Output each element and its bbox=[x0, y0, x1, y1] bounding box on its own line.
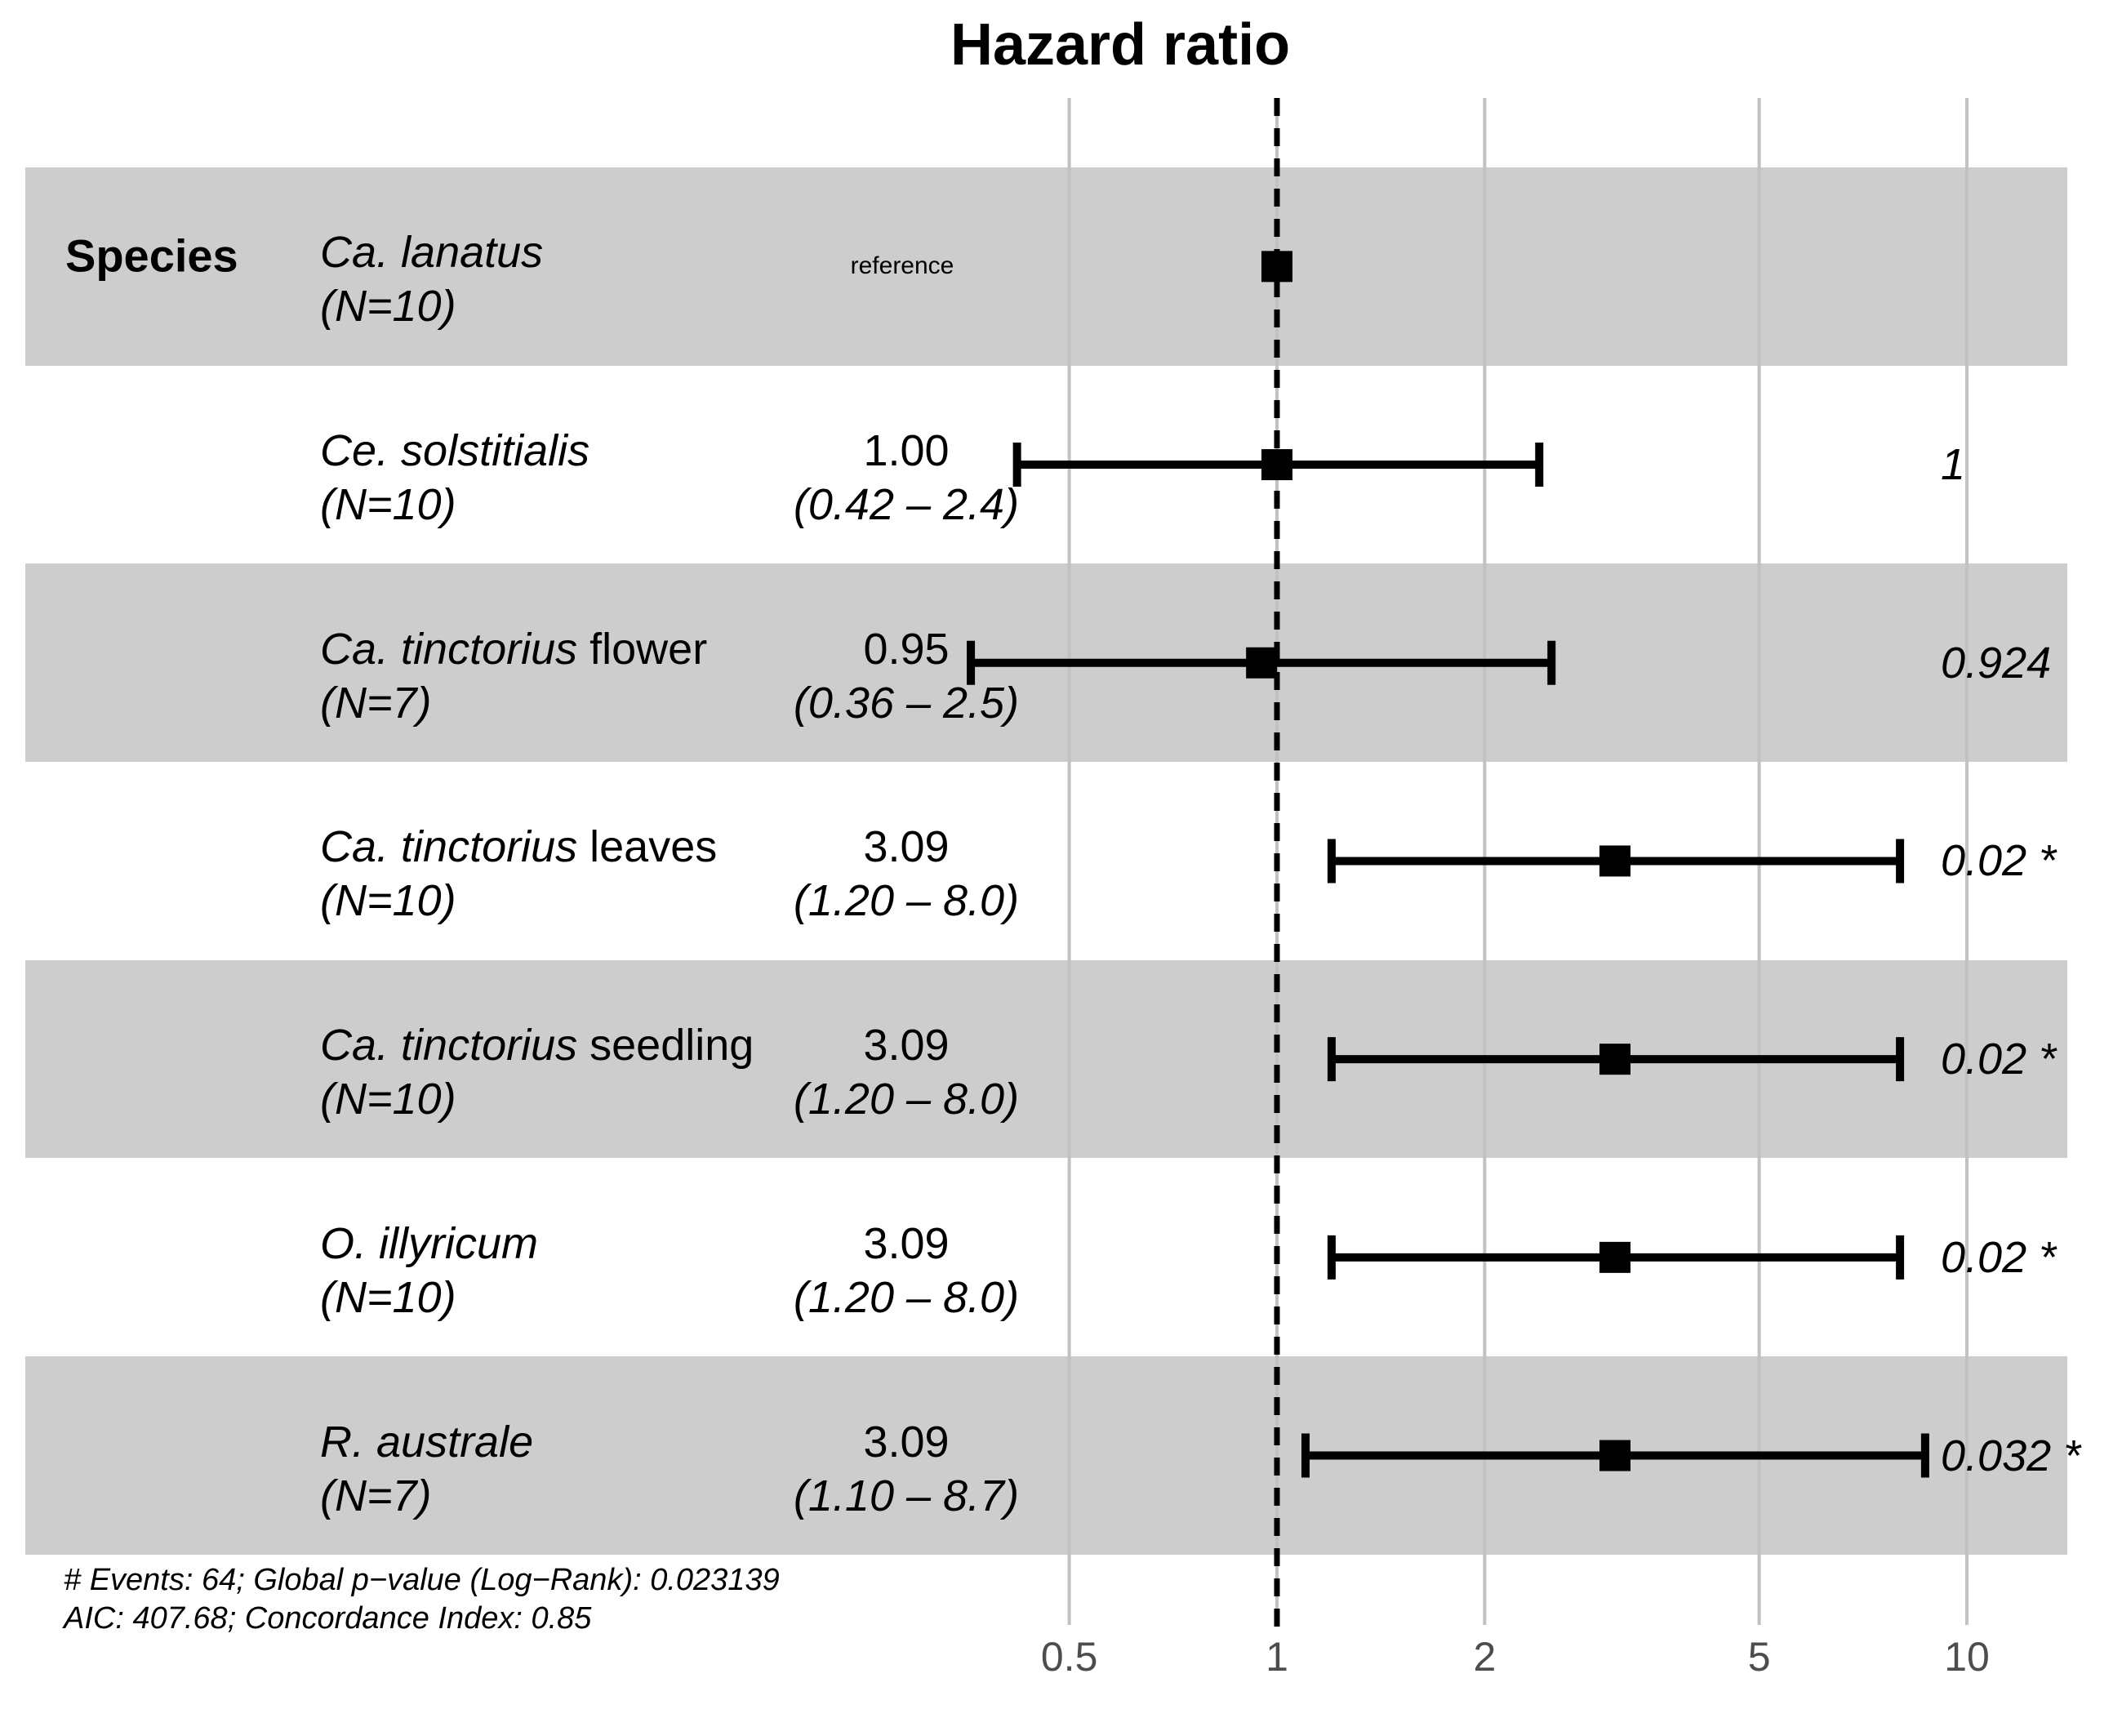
sample-size-label: (N=10) bbox=[320, 876, 456, 926]
x-tick-label: 2 bbox=[1473, 1634, 1497, 1680]
species-name: Ca. tinctorius seedling (N=10) bbox=[320, 1018, 754, 1126]
sample-size-label: (N=10) bbox=[320, 1075, 456, 1124]
hr-marker bbox=[1261, 449, 1292, 481]
hr-marker bbox=[1599, 845, 1631, 877]
sample-size-label: (N=7) bbox=[320, 1471, 432, 1520]
confidence-interval-label: (1.20 – 8.0) bbox=[793, 1272, 1020, 1322]
p-value: 0.02 * bbox=[1941, 836, 2057, 886]
group-header-species: Species bbox=[65, 229, 238, 282]
estimate-value: 3.09 bbox=[863, 1417, 950, 1467]
species-name-plain: seedling bbox=[577, 1021, 754, 1071]
species-name: Ca. tinctorius flower (N=7) bbox=[320, 622, 707, 730]
species-name-plain: leaves bbox=[577, 822, 718, 872]
species-name-italic: O. illyricum bbox=[320, 1218, 538, 1268]
hr-marker bbox=[1599, 1044, 1631, 1075]
p-value: 1 bbox=[1941, 440, 1966, 490]
hr-marker bbox=[1246, 647, 1278, 679]
reference-label: reference bbox=[850, 252, 954, 280]
species-name: O. illyricum (N=10) bbox=[320, 1217, 538, 1324]
species-name-italic: Ca. tinctorius bbox=[320, 1021, 578, 1071]
species-name-italic: Ca. tinctorius bbox=[320, 822, 578, 872]
hr-marker bbox=[1261, 251, 1292, 283]
confidence-interval-label: (1.10 – 8.7) bbox=[793, 1471, 1020, 1520]
model-stats-footer: # Events: 64; Global p−value (Log−Rank):… bbox=[64, 1561, 780, 1638]
confidence-interval-label: (0.42 – 2.4) bbox=[793, 480, 1020, 530]
species-name: Ca. lanatus (N=10) bbox=[320, 225, 543, 333]
footer-line-events: # Events: 64; Global p−value (Log−Rank):… bbox=[64, 1563, 780, 1597]
p-value: 0.032 * bbox=[1941, 1431, 2081, 1480]
species-name-plain: flower bbox=[577, 624, 708, 674]
species-name-italic: Ce. solstitialis bbox=[320, 426, 590, 476]
species-name-italic: Ca. tinctorius bbox=[320, 624, 578, 674]
zebra-band bbox=[25, 167, 2067, 366]
x-tick-label: 1 bbox=[1266, 1634, 1288, 1680]
species-name: R. australe (N=7) bbox=[320, 1415, 533, 1523]
species-name: Ce. solstitialis (N=10) bbox=[320, 424, 589, 532]
p-value: 0.02 * bbox=[1941, 1232, 2057, 1282]
estimate-value: 1.00 bbox=[863, 426, 950, 476]
estimate-value: 3.09 bbox=[863, 1218, 950, 1268]
estimate-block: 3.09 (1.10 – 8.7) bbox=[731, 1415, 1082, 1523]
sample-size-label: (N=10) bbox=[320, 282, 456, 332]
hr-marker bbox=[1599, 1440, 1631, 1471]
estimate-block: 3.09 (1.20 – 8.0) bbox=[731, 1217, 1082, 1324]
sample-size-label: (N=7) bbox=[320, 678, 432, 728]
x-tick-label: 10 bbox=[1944, 1634, 1990, 1680]
confidence-interval-label: (1.20 – 8.0) bbox=[793, 876, 1020, 926]
estimate-block: 3.09 (1.20 – 8.0) bbox=[731, 1018, 1082, 1126]
p-value: 0.02 * bbox=[1941, 1035, 2057, 1084]
p-value: 0.924 bbox=[1941, 638, 2052, 688]
x-tick-label: 0.5 bbox=[1040, 1634, 1098, 1680]
estimate-block: 1.00 (0.42 – 2.4) bbox=[731, 424, 1082, 532]
estimate-value: 3.09 bbox=[863, 822, 950, 872]
x-tick-label: 5 bbox=[1747, 1634, 1771, 1680]
estimate-value: 0.95 bbox=[863, 624, 950, 674]
estimate-block: 3.09 (1.20 – 8.0) bbox=[731, 820, 1082, 928]
chart-title: Hazard ratio bbox=[950, 12, 1291, 78]
hr-marker bbox=[1599, 1241, 1631, 1273]
footer-line-aic: AIC: 407.68; Concordance Index: 0.85 bbox=[64, 1601, 592, 1636]
confidence-interval-label: (0.36 – 2.5) bbox=[793, 678, 1020, 728]
species-name: Ca. tinctorius leaves (N=10) bbox=[320, 820, 717, 928]
confidence-interval-label: (1.20 – 8.0) bbox=[793, 1075, 1020, 1124]
estimate-block: 0.95 (0.36 – 2.5) bbox=[731, 622, 1082, 730]
sample-size-label: (N=10) bbox=[320, 1272, 456, 1322]
sample-size-label: (N=10) bbox=[320, 480, 456, 530]
estimate-value: 3.09 bbox=[863, 1021, 950, 1071]
species-name-italic: R. australe bbox=[320, 1417, 534, 1467]
species-name-italic: Ca. lanatus bbox=[320, 228, 544, 278]
